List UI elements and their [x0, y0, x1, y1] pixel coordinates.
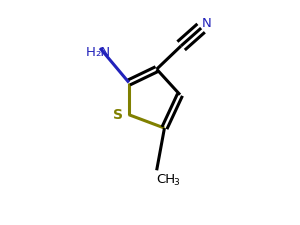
Text: 3: 3	[174, 178, 179, 187]
Text: N: N	[202, 17, 211, 30]
Text: S: S	[113, 108, 123, 122]
Text: CH: CH	[157, 173, 176, 186]
Text: ₂N: ₂N	[96, 46, 111, 59]
Text: H: H	[86, 46, 96, 59]
